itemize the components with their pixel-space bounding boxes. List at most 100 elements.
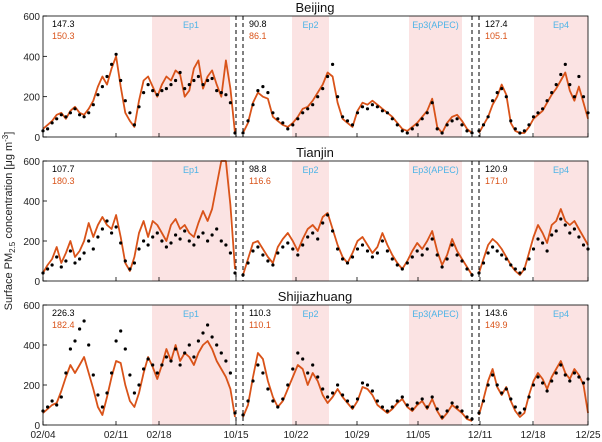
observed-point bbox=[306, 371, 310, 375]
observed-point bbox=[296, 117, 300, 121]
observed-point bbox=[345, 399, 350, 403]
observed-point bbox=[385, 249, 389, 253]
panel-beijing: Ep1 Ep2 Ep3(APEC) Ep4 0 200 400 600 Beijing 147.3… bbox=[23, 0, 590, 144]
observed-point bbox=[395, 263, 399, 267]
observed-point bbox=[326, 74, 330, 79]
observed-point bbox=[355, 111, 360, 115]
stat-observed: 98.8 bbox=[249, 164, 267, 174]
observed-point bbox=[114, 52, 118, 56]
observed-point bbox=[455, 117, 459, 121]
observed-point bbox=[375, 105, 379, 109]
y-axis-label: Surface PM2.5 concentration [μg m-3] bbox=[1, 132, 17, 311]
observed-point bbox=[531, 247, 536, 251]
modeled-line bbox=[242, 71, 473, 134]
observed-point bbox=[405, 261, 409, 265]
episode-band bbox=[152, 305, 230, 425]
observed-point bbox=[91, 103, 95, 107]
observed-point bbox=[345, 261, 350, 265]
observed-point bbox=[59, 395, 63, 399]
observed-point bbox=[196, 235, 200, 239]
observed-point bbox=[470, 131, 474, 135]
observed-point bbox=[380, 405, 384, 409]
observed-point bbox=[192, 78, 196, 83]
y-tick-label: 0 bbox=[34, 421, 40, 432]
observed-point bbox=[350, 123, 355, 127]
observed-point bbox=[100, 85, 104, 89]
observed-point bbox=[326, 213, 330, 217]
observed-point bbox=[495, 91, 499, 95]
observed-point bbox=[465, 415, 469, 419]
modeled-line bbox=[242, 212, 473, 276]
observed-point bbox=[91, 373, 95, 377]
observed-point bbox=[291, 367, 295, 371]
modeled-line bbox=[42, 340, 236, 418]
observed-point bbox=[554, 83, 558, 87]
observed-point bbox=[445, 123, 449, 127]
observed-point bbox=[311, 103, 315, 107]
observed-point bbox=[78, 327, 82, 331]
stat-modeled: 105.1 bbox=[485, 31, 508, 41]
observed-point bbox=[55, 403, 59, 407]
observed-point bbox=[336, 383, 340, 387]
observed-point bbox=[68, 347, 72, 351]
y-tick-label: 0 bbox=[34, 133, 40, 144]
observed-point bbox=[251, 379, 255, 383]
x-tick-label: 02/18 bbox=[146, 430, 171, 441]
observed-point bbox=[55, 117, 59, 121]
x-tick-label: 02/04 bbox=[30, 430, 55, 441]
observed-point bbox=[110, 231, 114, 235]
observed-point bbox=[450, 119, 454, 123]
episode-label: Ep2 bbox=[302, 165, 318, 175]
observed-point bbox=[256, 89, 260, 93]
observed-point bbox=[241, 413, 245, 417]
observed-point bbox=[350, 255, 355, 259]
observed-point bbox=[455, 405, 459, 409]
stat-observed: 226.3 bbox=[52, 308, 75, 318]
observed-point bbox=[114, 339, 118, 343]
observed-point bbox=[215, 227, 219, 231]
observed-point bbox=[500, 391, 504, 395]
observed-point bbox=[96, 93, 100, 97]
observed-point bbox=[55, 255, 59, 259]
episode-label: Ep2 bbox=[302, 20, 318, 30]
observed-point bbox=[224, 93, 228, 97]
observed-point bbox=[59, 265, 63, 269]
observed-point bbox=[291, 247, 295, 251]
observed-point bbox=[281, 121, 285, 125]
observed-point bbox=[527, 257, 531, 261]
observed-point bbox=[395, 399, 399, 403]
observed-point bbox=[110, 62, 114, 66]
observed-point bbox=[541, 381, 545, 385]
observed-point bbox=[559, 217, 563, 221]
observed-point bbox=[481, 123, 486, 127]
observed-point bbox=[241, 131, 245, 135]
observed-point bbox=[224, 243, 228, 247]
observed-point bbox=[365, 249, 370, 253]
x-tick-label: 10/29 bbox=[344, 430, 369, 441]
observed-point bbox=[390, 117, 394, 121]
observed-point bbox=[486, 383, 490, 387]
observed-point bbox=[410, 407, 414, 411]
x-tick-label: 10/22 bbox=[283, 430, 308, 441]
observed-point bbox=[491, 245, 495, 249]
observed-point bbox=[415, 123, 419, 127]
observed-point bbox=[563, 62, 567, 66]
observed-point bbox=[341, 393, 345, 397]
observed-point bbox=[256, 363, 260, 367]
observed-point bbox=[400, 129, 404, 133]
modeled-line bbox=[478, 208, 589, 276]
observed-point bbox=[500, 253, 504, 257]
observed-point bbox=[219, 351, 223, 355]
observed-point bbox=[572, 95, 577, 99]
observed-point bbox=[559, 363, 563, 367]
observed-point bbox=[500, 87, 504, 91]
observed-point bbox=[365, 383, 370, 387]
observed-point bbox=[296, 351, 300, 355]
observed-point bbox=[445, 409, 449, 413]
observed-point bbox=[96, 393, 100, 397]
stat-modeled: 150.3 bbox=[52, 31, 75, 41]
observed-point bbox=[430, 101, 434, 105]
observed-point bbox=[331, 391, 335, 395]
observed-point bbox=[224, 359, 228, 363]
observed-point bbox=[390, 257, 394, 261]
